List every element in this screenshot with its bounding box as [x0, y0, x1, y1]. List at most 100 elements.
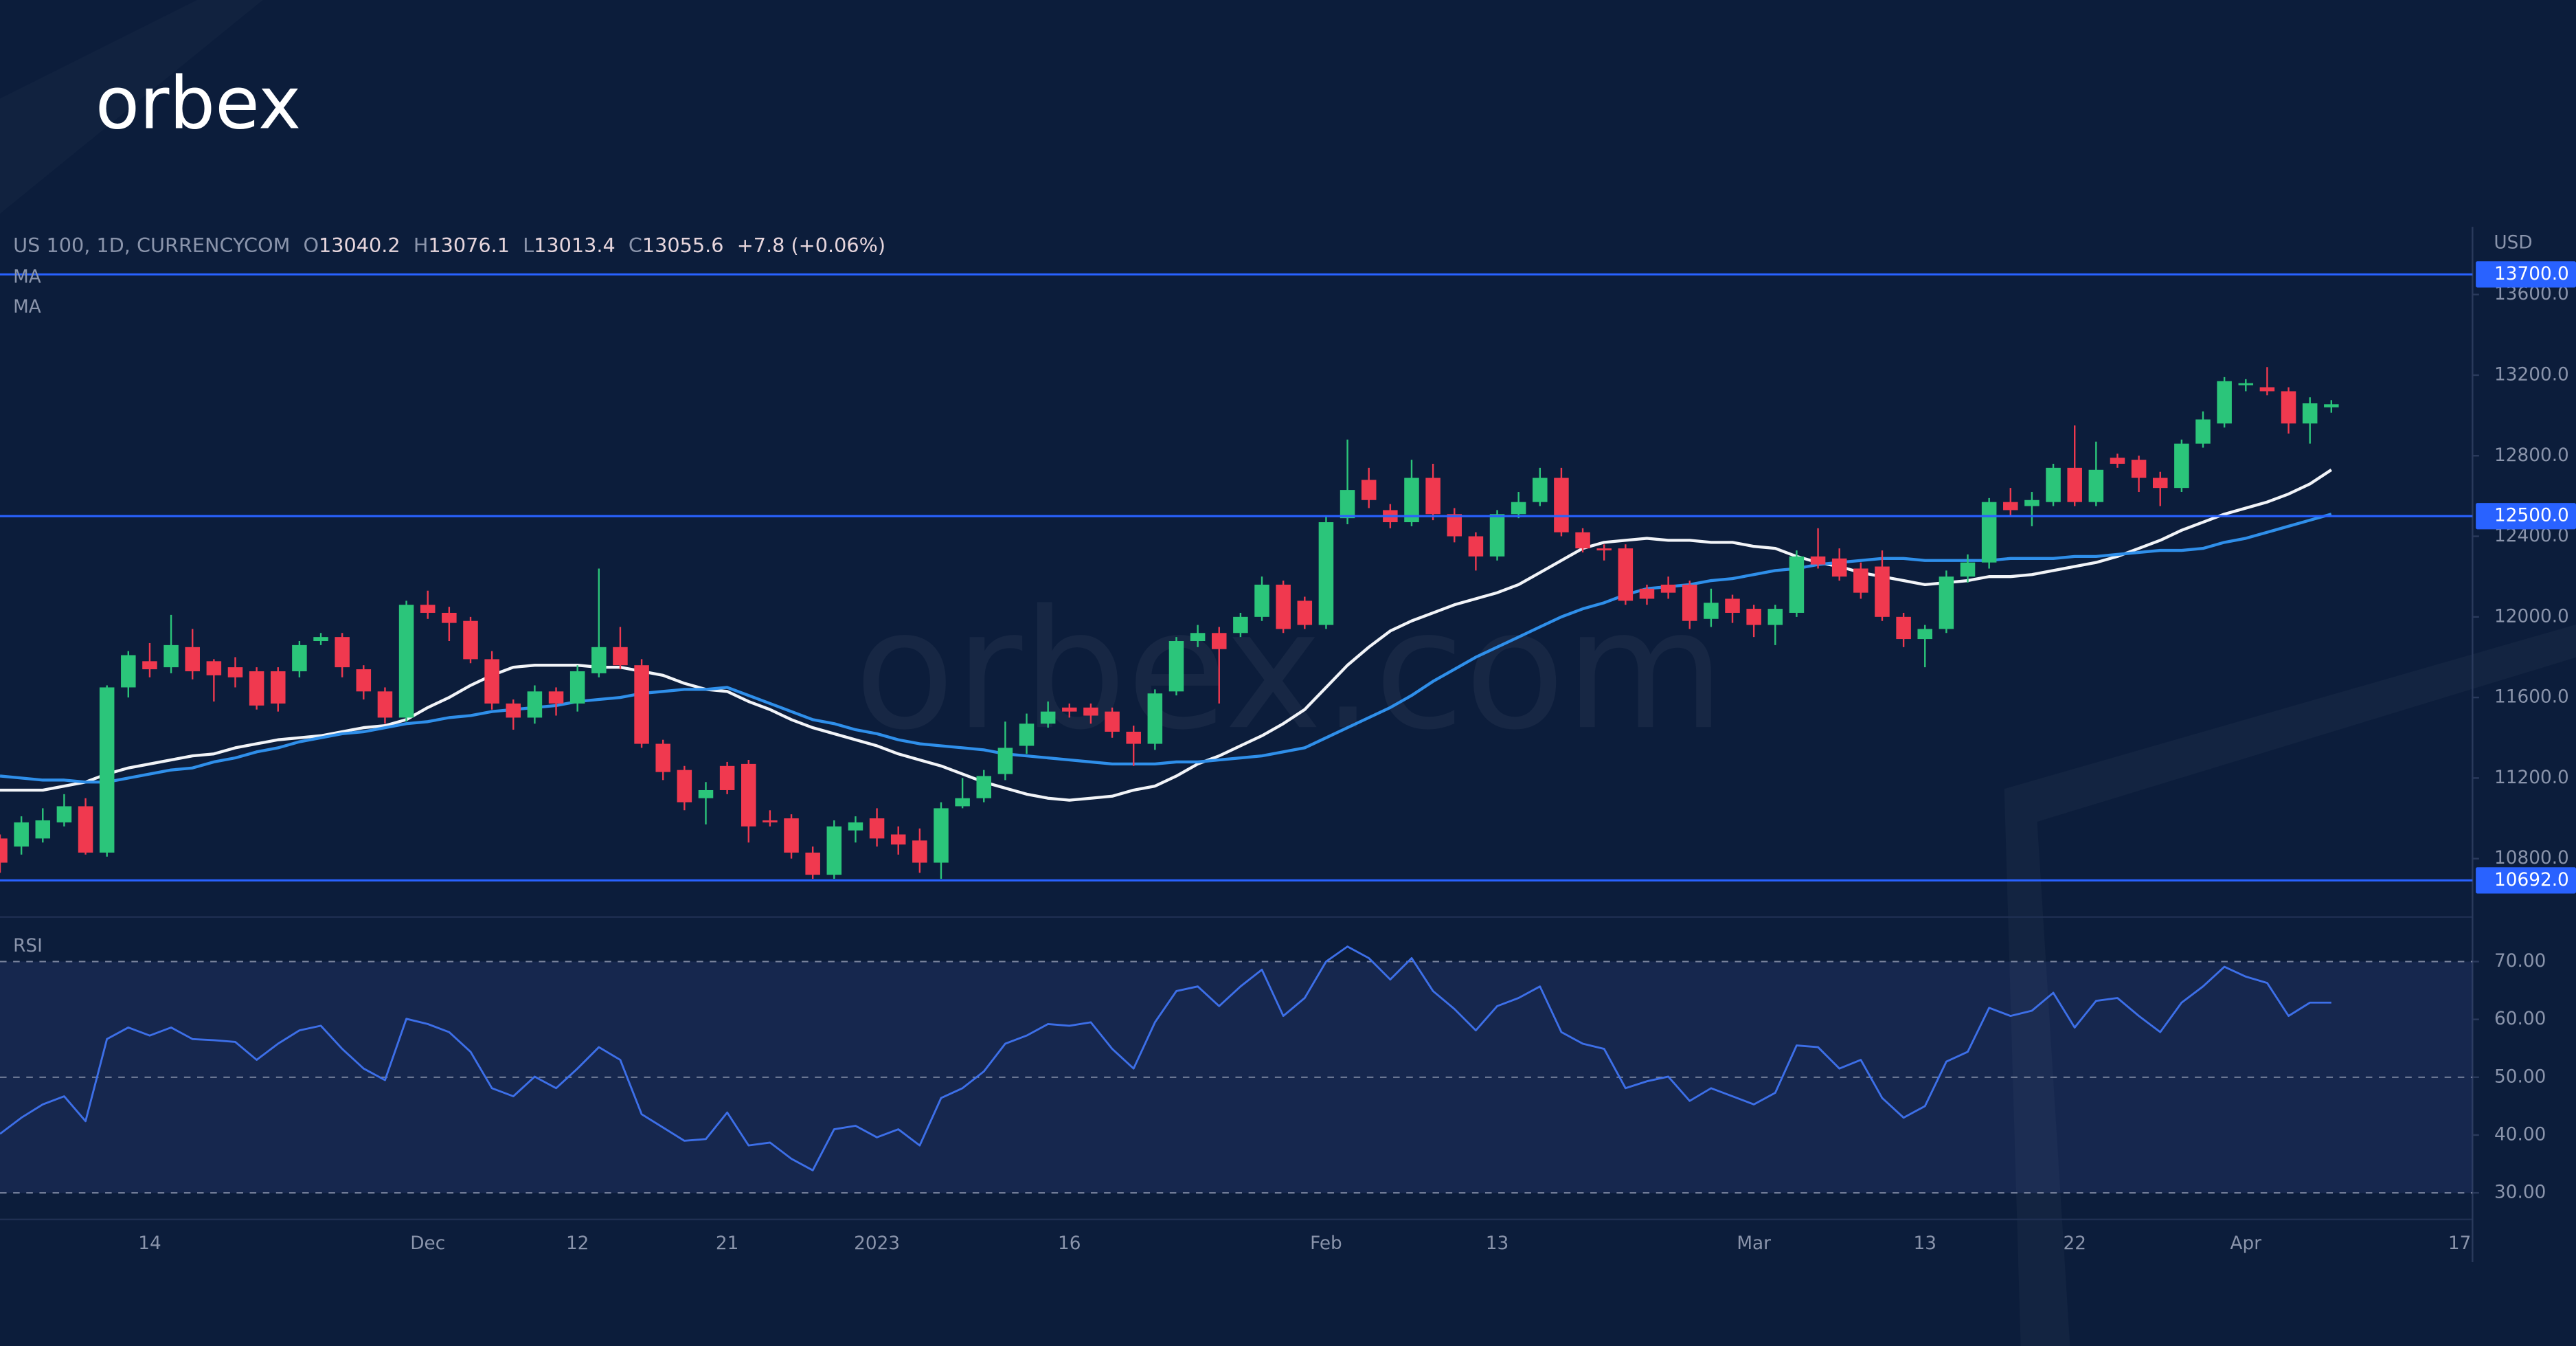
candle-body — [1340, 490, 1355, 519]
candle-body — [2046, 467, 2061, 502]
ohlc-label: L — [523, 234, 534, 257]
x-tick-label: 2023 — [854, 1233, 900, 1254]
ohlc-value: 13076.1 — [428, 234, 510, 257]
candle-body — [2238, 383, 2254, 385]
x-tick-label: 12 — [566, 1233, 589, 1254]
candle-body — [2281, 391, 2296, 424]
currency: USD — [2494, 233, 2532, 254]
candle-body — [1810, 556, 1826, 565]
rsi-tick-label: 60.00 — [2494, 1009, 2546, 1029]
candle-body — [1489, 514, 1505, 557]
x-tick-label: 22 — [2063, 1233, 2086, 1254]
candle-body — [1960, 562, 1976, 577]
candle-body — [1105, 711, 1120, 732]
candle-body — [163, 644, 179, 668]
candle-body — [2003, 502, 2018, 511]
candle-body — [484, 659, 499, 704]
candle-body — [398, 605, 414, 718]
candle-body — [2152, 478, 2168, 489]
rsi-tick-label: 40.00 — [2494, 1124, 2546, 1145]
candle-body — [377, 691, 393, 718]
candle-body — [2174, 443, 2189, 489]
candle-body — [313, 637, 328, 642]
y-tick-label: 10800.0 — [2494, 848, 2569, 868]
candle-body — [1019, 724, 1035, 746]
rsi-tick-label: 70.00 — [2494, 951, 2546, 972]
logo: orbex — [95, 61, 302, 146]
candle-body — [356, 669, 372, 692]
candle-body — [1318, 522, 1334, 625]
ohlc-label: H — [414, 234, 429, 257]
candle-body — [1040, 711, 1056, 724]
candle-body — [1917, 629, 1933, 640]
candle-body — [1596, 548, 1612, 551]
candle-body — [1875, 566, 1890, 617]
candle-body — [2131, 460, 2147, 478]
level-label: 10692.0 — [2494, 870, 2569, 890]
level-tag — [2476, 261, 2576, 288]
candle-body — [1147, 693, 1163, 744]
candle-body — [1746, 609, 1761, 625]
y-tick-label: 12800.0 — [2494, 445, 2569, 466]
candle-body — [1511, 502, 1526, 515]
candle-body — [741, 763, 756, 827]
rsi-line — [0, 945, 2331, 1171]
candle-body — [506, 703, 521, 718]
candle-body — [185, 647, 200, 671]
candle-body — [0, 838, 8, 863]
y-tick-label: 11600.0 — [2494, 687, 2569, 708]
candle-body — [2067, 467, 2082, 502]
candle-body — [56, 806, 72, 822]
legend-entry: MA — [13, 297, 41, 317]
candle-body — [1254, 584, 1269, 617]
y-tick-label: 11200.0 — [2494, 767, 2569, 788]
ohlc-label: C — [629, 234, 642, 257]
candle-body — [2195, 419, 2211, 444]
x-tick-label: 13 — [1914, 1233, 1936, 1254]
candle-body — [591, 647, 607, 673]
candle-body — [1083, 707, 1098, 716]
x-tick-label: Mar — [1737, 1233, 1771, 1254]
rsi-label: RSI — [13, 936, 43, 956]
candle-body — [142, 661, 157, 670]
candle-body — [1639, 588, 1655, 599]
ma-line — [0, 513, 2332, 784]
candle-body — [762, 820, 778, 822]
candle-body — [2259, 387, 2275, 392]
x-tick-label: Dec — [410, 1233, 445, 1254]
candle-body — [1425, 478, 1440, 515]
candle-body — [1062, 707, 1077, 712]
candle-body — [206, 661, 222, 675]
x-tick-label: 16 — [1058, 1233, 1081, 1254]
x-tick-label: 14 — [138, 1233, 161, 1254]
candle-body — [1704, 603, 1719, 619]
candle-body — [1126, 731, 1141, 744]
symbol: US 100, 1D, CURRENCYCOM — [13, 234, 290, 257]
x-tick-label: 13 — [1486, 1233, 1509, 1254]
candle-body — [271, 671, 286, 704]
level-tag — [2476, 867, 2576, 894]
candle-body — [1404, 478, 1419, 523]
candle-body — [463, 620, 478, 660]
x-tick-label: Apr — [2230, 1233, 2262, 1254]
candle-body — [655, 743, 670, 772]
candle-body — [1276, 584, 1291, 629]
candle-body — [1831, 558, 1847, 577]
candle-body — [2302, 403, 2318, 424]
candle-body — [2088, 469, 2104, 502]
candle-body — [1554, 478, 1569, 532]
candle-body — [719, 765, 735, 790]
candle-body — [677, 770, 692, 803]
change: +7.8 (+0.06%) — [737, 234, 885, 257]
candle-body — [121, 655, 136, 688]
candle-body — [848, 822, 863, 831]
candle-body — [1725, 598, 1740, 613]
candle-body — [2324, 404, 2339, 407]
level-label: 13700.0 — [2494, 264, 2569, 284]
candle-body — [1896, 616, 1911, 640]
ohlc-label: O — [303, 234, 319, 257]
x-tick-label: 17 — [2448, 1233, 2471, 1254]
candle-body — [1789, 556, 1805, 613]
